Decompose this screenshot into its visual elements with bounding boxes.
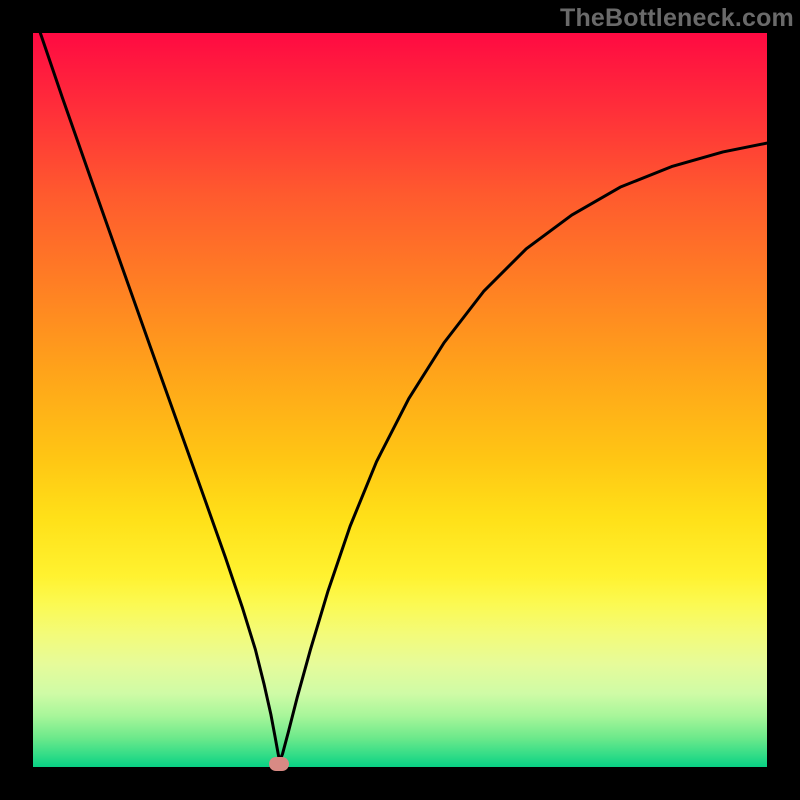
bottleneck-curve (0, 0, 800, 800)
optimal-marker (269, 757, 289, 771)
watermark-text: TheBottleneck.com (560, 4, 794, 33)
chart-frame: TheBottleneck.com (0, 0, 800, 800)
